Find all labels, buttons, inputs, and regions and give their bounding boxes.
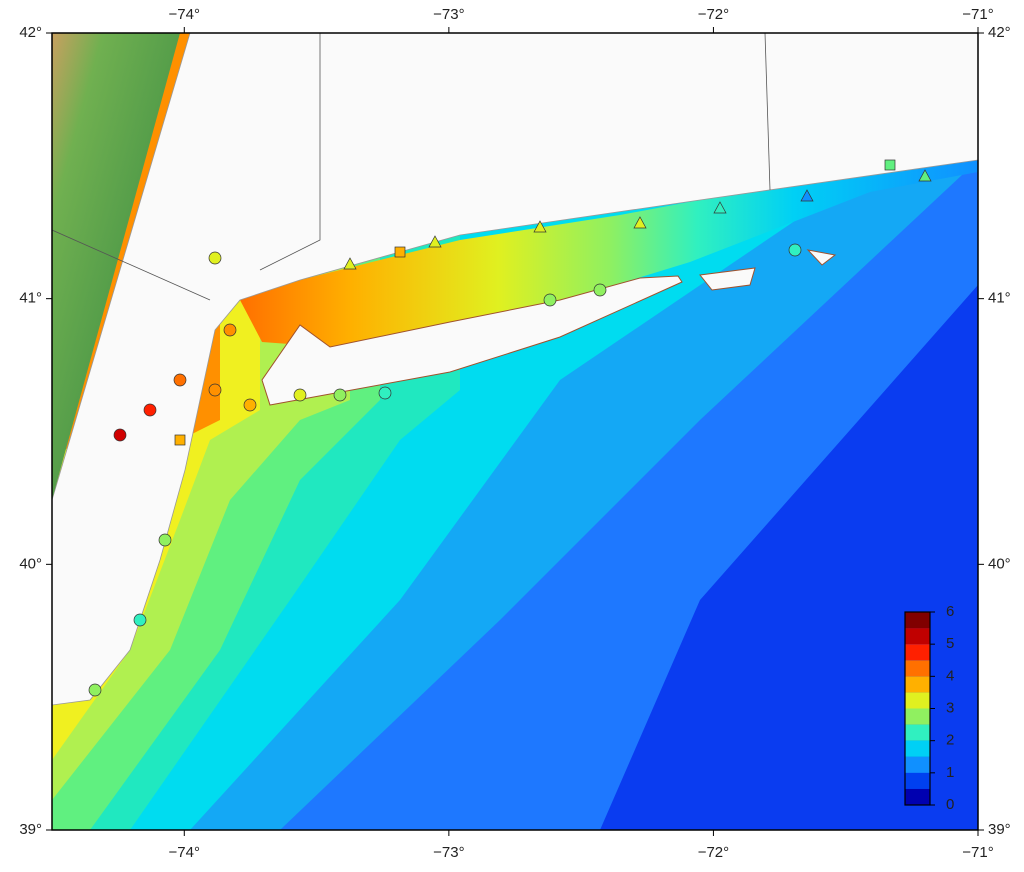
colorbar-label: 4 — [946, 667, 954, 684]
station — [428, 235, 442, 248]
state-border — [764, 33, 771, 191]
station — [133, 613, 147, 627]
station — [884, 159, 896, 171]
map-frame — [51, 32, 979, 831]
map-body — [52, 33, 978, 830]
lon-label: −72° — [698, 844, 729, 861]
colorbar-label: 0 — [946, 796, 954, 813]
colorbar-segment — [905, 740, 930, 757]
lon-label: −74° — [169, 6, 200, 23]
station — [633, 216, 647, 229]
station — [158, 533, 172, 547]
colorbar-label: 5 — [946, 635, 954, 652]
station — [208, 383, 222, 397]
station — [293, 388, 307, 402]
station — [113, 428, 127, 442]
colorbar: 0 1 2 3 4 5 6 — [904, 603, 954, 813]
lat-label: 39° — [988, 821, 1011, 838]
colorbar-segment — [905, 708, 930, 725]
lat-label: 40° — [988, 555, 1011, 572]
station — [713, 201, 727, 214]
mainland — [52, 33, 978, 706]
colorbar-segment — [905, 644, 930, 661]
station — [88, 683, 102, 697]
station — [223, 323, 237, 337]
lat-label: 40° — [19, 555, 42, 572]
lat-label: 39° — [19, 821, 42, 838]
station — [378, 386, 392, 400]
state-border — [259, 33, 321, 271]
colorbar-segment — [905, 628, 930, 645]
colorbar-label: 6 — [946, 603, 954, 620]
station — [333, 388, 347, 402]
station — [343, 257, 357, 270]
colorbar-segment — [905, 676, 930, 693]
lat-label: 41° — [19, 290, 42, 307]
station — [593, 283, 607, 297]
colorbar-label: 1 — [946, 764, 954, 781]
colorbar-label: 2 — [946, 732, 954, 749]
station — [788, 243, 802, 257]
colorbar-segment — [905, 772, 930, 789]
lat-label: 41° — [988, 290, 1011, 307]
station — [394, 246, 406, 258]
station — [533, 220, 547, 233]
colorbar-segment — [905, 788, 930, 805]
lon-label: −71° — [962, 6, 993, 23]
station — [143, 403, 157, 417]
colorbar-segment — [905, 692, 930, 709]
state-border — [52, 229, 211, 301]
colorbar-segment — [905, 724, 930, 741]
station — [174, 434, 186, 446]
island — [699, 267, 756, 291]
colorbar-label: 3 — [946, 699, 954, 716]
lon-label: −73° — [433, 6, 464, 23]
terrain — [52, 33, 180, 500]
station — [243, 398, 257, 412]
colorbar-segment — [905, 660, 930, 677]
lon-label: −71° — [962, 844, 993, 861]
lon-label: −72° — [698, 6, 729, 23]
ticks: −74°−74°−73°−73°−72°−72°−71°−71°39° 39°40… — [19, 6, 1010, 861]
station — [173, 373, 187, 387]
colorbar-segment — [905, 756, 930, 773]
station — [800, 189, 814, 202]
lon-label: −74° — [169, 844, 200, 861]
station — [918, 169, 932, 182]
colorbar-segment — [905, 612, 930, 629]
sound — [240, 160, 978, 347]
station — [208, 251, 222, 265]
lon-label: −73° — [433, 844, 464, 861]
lat-label: 42° — [988, 24, 1011, 41]
station — [543, 293, 557, 307]
lat-label: 42° — [19, 24, 42, 41]
stations — [88, 159, 932, 697]
island — [806, 249, 837, 266]
